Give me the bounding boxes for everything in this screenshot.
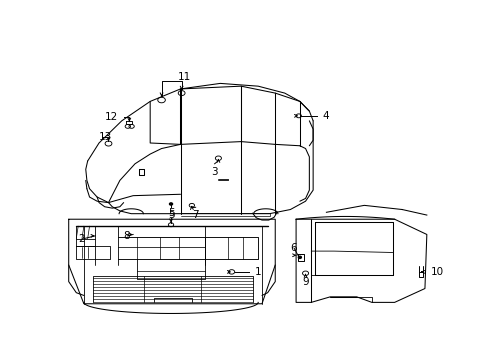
Text: 1: 1 bbox=[254, 267, 261, 277]
Circle shape bbox=[298, 256, 301, 258]
Text: 11: 11 bbox=[178, 72, 191, 82]
Text: 10: 10 bbox=[430, 267, 443, 277]
Text: 12: 12 bbox=[104, 112, 118, 122]
Text: 7: 7 bbox=[192, 210, 199, 220]
Text: 8: 8 bbox=[123, 231, 130, 241]
Text: 5: 5 bbox=[167, 208, 174, 218]
Text: 13: 13 bbox=[99, 132, 112, 143]
Text: 9: 9 bbox=[302, 278, 308, 287]
Text: 4: 4 bbox=[322, 111, 328, 121]
Text: 5: 5 bbox=[167, 210, 174, 220]
Text: 3: 3 bbox=[211, 167, 218, 176]
Text: 2: 2 bbox=[78, 234, 84, 244]
Text: 6: 6 bbox=[290, 243, 296, 253]
Circle shape bbox=[169, 203, 172, 205]
